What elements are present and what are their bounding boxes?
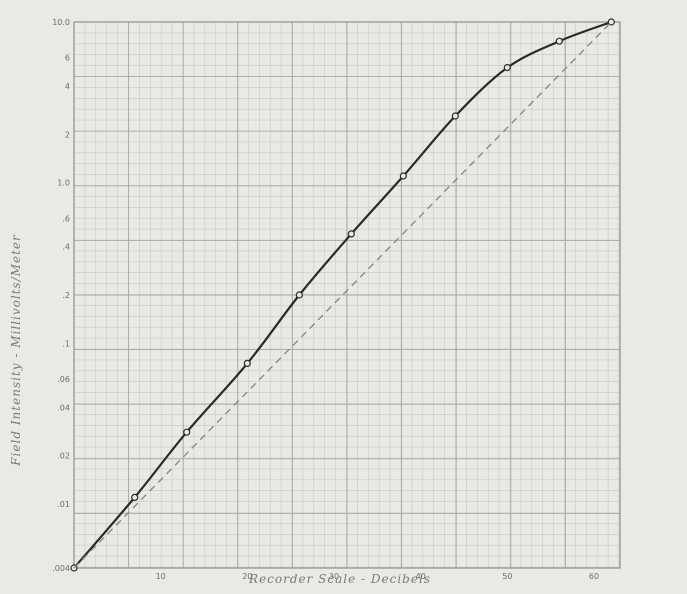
x-tick-label: 20 <box>242 572 252 581</box>
y-tick-label: 2 <box>65 130 70 139</box>
data-point <box>607 18 615 26</box>
x-tick-label: 10 <box>156 572 166 581</box>
y-tick-label: .2 <box>62 291 70 300</box>
tick-labels: 10 20 30 40 50 60 .004 .01 .02 .04 .06 .1 .2 .4 .6 1.0 2… <box>52 18 599 581</box>
reference-line-dashed <box>73 21 612 569</box>
data-point <box>295 291 303 299</box>
data-point <box>347 230 355 238</box>
y-tick-label: 6 <box>65 54 70 63</box>
data-point <box>243 359 251 367</box>
y-axis-title: Field Intensity - Millivolts/Meter <box>9 234 23 467</box>
y-tick-label: 4 <box>65 82 70 91</box>
data-point <box>503 63 511 72</box>
x-tick-label: 40 <box>416 572 426 581</box>
y-tick-label: .02 <box>57 452 70 461</box>
data-point <box>183 428 191 436</box>
y-tick-label: .004 <box>52 564 70 573</box>
data-point <box>555 37 563 45</box>
y-tick-label: .04 <box>57 403 70 412</box>
data-point <box>399 172 407 180</box>
y-tick-label: 10.0 <box>52 18 70 27</box>
y-tick-label: .01 <box>57 500 70 509</box>
y-tick-label: .06 <box>57 375 70 384</box>
grid-major <box>73 21 621 569</box>
x-tick-label: 50 <box>502 572 512 581</box>
series-layer <box>70 18 615 572</box>
x-axis-title: Recorder Scale - Decibels <box>248 572 431 586</box>
data-point <box>131 493 139 501</box>
plot-frame <box>73 21 621 569</box>
y-tick-label: .4 <box>62 243 70 252</box>
data-point <box>451 112 459 120</box>
x-tick-label: 30 <box>329 572 339 581</box>
x-tick-label: 60 <box>589 572 599 581</box>
y-tick-label: 1.0 <box>57 179 70 188</box>
y-tick-label: .6 <box>62 214 70 223</box>
y-tick-label: .1 <box>62 339 70 348</box>
